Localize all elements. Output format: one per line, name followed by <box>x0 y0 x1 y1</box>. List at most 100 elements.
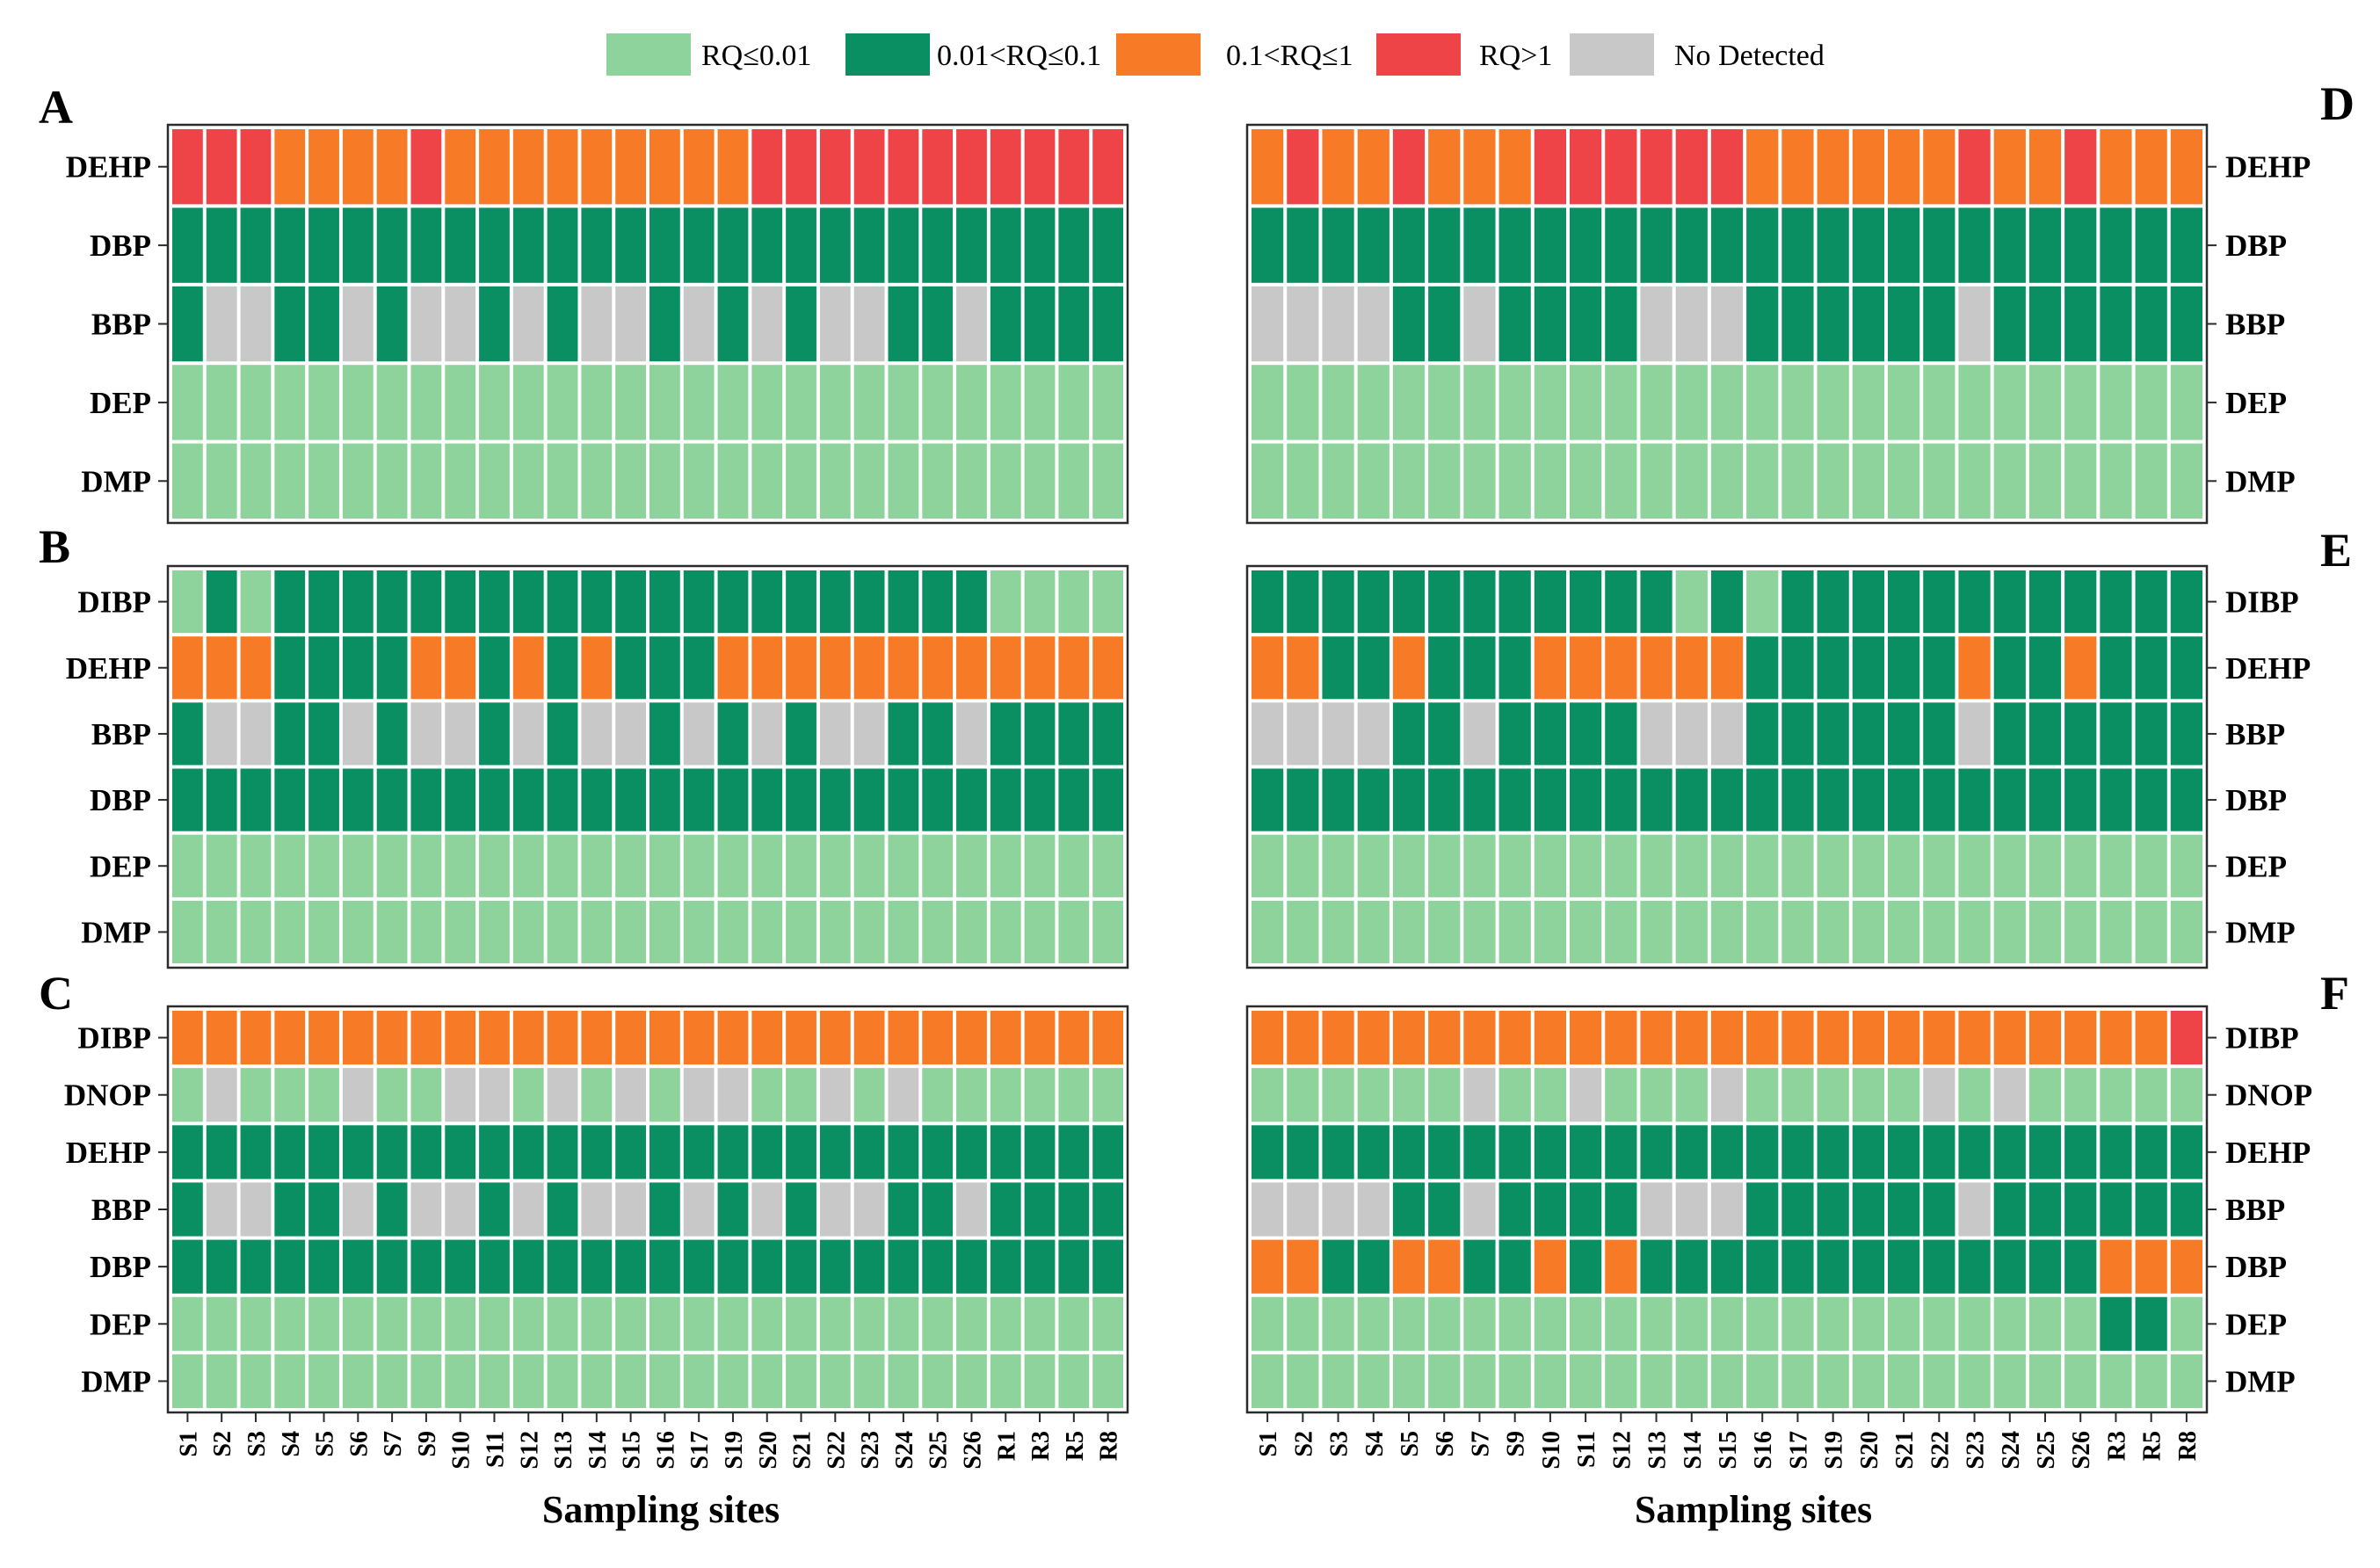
heatmap-cell <box>172 1239 203 1294</box>
heatmap-cell <box>2064 900 2097 963</box>
heatmap-cell <box>206 129 237 205</box>
row-label: DMP <box>2225 464 2296 498</box>
heatmap-cell <box>1058 1068 1090 1122</box>
heatmap-cell <box>2170 570 2202 634</box>
heatmap-cell <box>308 365 339 440</box>
heatmap-cell <box>1817 636 1849 700</box>
heatmap-cell <box>2135 570 2167 634</box>
heatmap-cell <box>1958 365 1991 440</box>
heatmap-cell <box>547 570 578 634</box>
heatmap-cell <box>1993 1068 2026 1122</box>
heatmap-cell <box>308 636 339 700</box>
heatmap-cell <box>2100 1125 2132 1180</box>
heatmap-cell <box>410 1182 442 1237</box>
heatmap-cell <box>1605 1011 1637 1065</box>
heatmap-cell <box>547 1182 578 1237</box>
heatmap-cell <box>1322 1354 1354 1408</box>
heatmap-cell <box>1781 443 1814 519</box>
heatmap-cell <box>1357 570 1390 634</box>
heatmap-cell <box>1605 207 1637 283</box>
heatmap-cell <box>1463 1296 1496 1351</box>
heatmap-cell <box>1605 1354 1637 1408</box>
heatmap-cell <box>479 129 510 205</box>
heatmap-cell <box>1498 1125 1531 1180</box>
heatmap-cell <box>1024 900 1056 963</box>
heatmap-cell <box>172 570 203 634</box>
heatmap-cell <box>1392 1068 1426 1122</box>
heatmap-cell <box>1640 1068 1673 1122</box>
heatmap-cell <box>206 768 237 831</box>
heatmap-cell <box>172 1068 203 1122</box>
site-label: S24 <box>891 1431 918 1470</box>
heatmap-cell <box>1710 1125 1744 1180</box>
heatmap-cell <box>410 702 442 766</box>
heatmap-cell <box>990 207 1021 283</box>
site-label: S1 <box>175 1431 202 1457</box>
heatmap-cell <box>649 207 680 283</box>
heatmap-cell <box>717 768 749 831</box>
row-label: DEHP <box>2225 651 2311 686</box>
heatmap-cell <box>1710 570 1744 634</box>
heatmap-cell <box>1923 365 1956 440</box>
heatmap-cell <box>1675 1354 1708 1408</box>
heatmap-cell <box>888 365 919 440</box>
heatmap-cell <box>479 1354 510 1408</box>
heatmap-cell <box>512 1011 544 1065</box>
heatmap-cell <box>2135 443 2167 519</box>
heatmap-cell <box>1058 207 1090 283</box>
heatmap-cell <box>649 636 680 700</box>
heatmap-cell <box>990 834 1021 897</box>
heatmap-cell <box>1357 1239 1390 1294</box>
heatmap-cell <box>1888 834 1920 897</box>
heatmap-cell <box>1570 702 1602 766</box>
site-label: S2 <box>209 1431 236 1457</box>
heatmap-cell <box>308 207 339 283</box>
heatmap-cell <box>990 365 1021 440</box>
heatmap-cell <box>2135 900 2167 963</box>
heatmap-cell <box>990 286 1021 362</box>
heatmap-cell <box>1923 1182 1956 1237</box>
heatmap-cell <box>479 1239 510 1294</box>
heatmap-cell <box>1958 1354 1991 1408</box>
x-axis-title: Sampling sites <box>1635 1488 1872 1531</box>
heatmap-cell <box>206 286 237 362</box>
heatmap-cell <box>751 768 783 831</box>
heatmap-cell <box>1675 570 1708 634</box>
heatmap-cell <box>410 1011 442 1065</box>
heatmap-cell <box>1817 1125 1849 1180</box>
heatmap-cell <box>1287 365 1319 440</box>
heatmap-cell <box>274 1182 306 1237</box>
heatmap-cell <box>547 1296 578 1351</box>
heatmap-cell <box>581 207 613 283</box>
site-label: S13 <box>550 1431 577 1470</box>
row-label: BBP <box>2225 308 2285 342</box>
heatmap-cell <box>1570 768 1602 831</box>
heatmap-cell <box>786 1239 816 1294</box>
heatmap-cell <box>1640 1182 1673 1237</box>
heatmap-cell <box>206 1011 237 1065</box>
heatmap-cell <box>1252 129 1284 205</box>
row-label: DMP <box>81 464 151 498</box>
heatmap-cell <box>1817 286 1849 362</box>
heatmap-cell <box>1392 1239 1426 1294</box>
heatmap-cell <box>2064 636 2097 700</box>
heatmap-cell <box>1675 1011 1708 1065</box>
heatmap-cell <box>888 1125 919 1180</box>
heatmap-cell <box>1710 702 1744 766</box>
heatmap-cell <box>922 129 954 205</box>
heatmap-cell <box>1092 768 1123 831</box>
heatmap-cell <box>172 702 203 766</box>
heatmap-cell <box>717 570 749 634</box>
heatmap-cell <box>1357 1011 1390 1065</box>
heatmap-cell <box>1092 286 1123 362</box>
heatmap-cell <box>649 570 680 634</box>
heatmap-cell <box>376 1239 408 1294</box>
heatmap-cell <box>2135 1239 2167 1294</box>
heatmap-cell <box>1463 768 1496 831</box>
heatmap-cell <box>683 768 715 831</box>
site-label: R3 <box>1027 1431 1055 1461</box>
heatmap-cell <box>1746 286 1779 362</box>
site-label: S17 <box>686 1431 714 1470</box>
heatmap-cell <box>581 1125 613 1180</box>
